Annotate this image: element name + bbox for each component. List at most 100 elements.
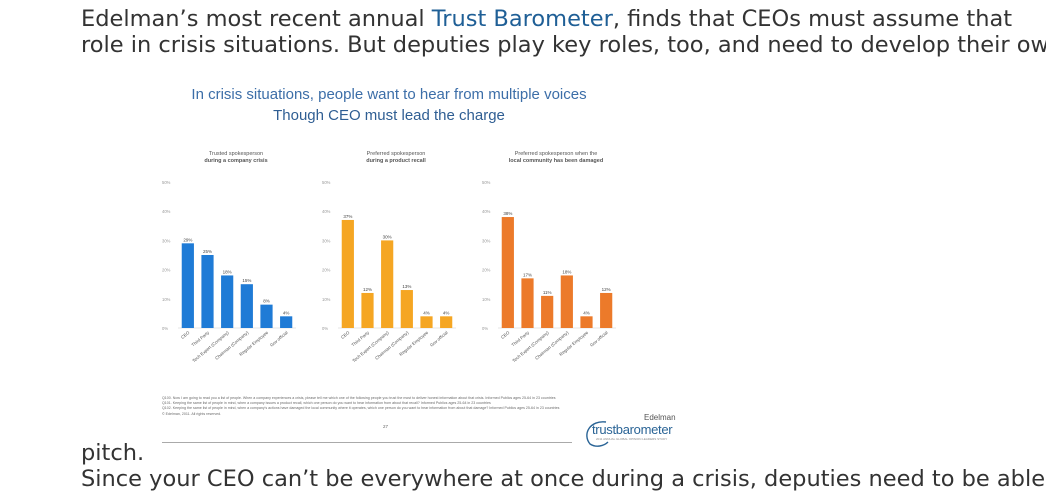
bar-third-party bbox=[201, 255, 214, 328]
y-tick-label: 30% bbox=[322, 238, 331, 243]
bar-tech-expert-company- bbox=[221, 275, 234, 328]
bar-regular-employee bbox=[420, 316, 433, 328]
bar-value-label: 38% bbox=[503, 211, 512, 216]
bar-chairman-company- bbox=[560, 275, 573, 328]
text-span: Edelman’s most recent annual bbox=[81, 6, 432, 32]
bar-ceo bbox=[181, 243, 194, 328]
chart-community-damaged: Preferred spokesperson when the local com… bbox=[478, 146, 628, 390]
bar-value-label: 4% bbox=[283, 310, 290, 315]
y-tick-label: 10% bbox=[482, 297, 491, 302]
slide-subtitle: Though CEO must lead the charge bbox=[273, 107, 505, 124]
bar-value-label: 29% bbox=[183, 237, 192, 242]
trust-barometer-logo: Edelman trustbarometer 2011 ANNUAL GLOBA… bbox=[580, 413, 692, 452]
bar-value-label: 17% bbox=[523, 272, 532, 277]
y-tick-label: 50% bbox=[162, 180, 171, 185]
y-tick-label: 20% bbox=[162, 268, 171, 273]
bar-gov-official bbox=[440, 316, 453, 328]
bar-chairman-company- bbox=[400, 290, 413, 328]
logo-edelman: Edelman bbox=[644, 413, 676, 422]
bar-value-label: 12% bbox=[602, 287, 611, 292]
x-category-label: Chairman (Company) bbox=[374, 330, 410, 361]
footnote: Q102. Keeping the same list of people in… bbox=[162, 406, 560, 411]
bar-value-label: 11% bbox=[543, 290, 552, 295]
bar-value-label: 13% bbox=[402, 284, 411, 289]
y-tick-label: 50% bbox=[482, 180, 491, 185]
y-tick-label: 0% bbox=[162, 326, 168, 331]
y-tick-label: 40% bbox=[322, 209, 331, 214]
bar-value-label: 12% bbox=[363, 287, 372, 292]
bar-regular-employee bbox=[580, 316, 593, 328]
bar-ceo bbox=[341, 219, 354, 328]
y-tick-label: 10% bbox=[162, 297, 171, 302]
y-tick-label: 40% bbox=[482, 209, 491, 214]
y-tick-label: 20% bbox=[322, 268, 331, 273]
y-tick-label: 0% bbox=[482, 326, 488, 331]
bar-regular-employee bbox=[260, 304, 273, 328]
slide-footnotes: Q100. Now I am going to read you a list … bbox=[162, 396, 562, 417]
chart-title-line: local community has been damaged bbox=[509, 158, 603, 164]
chart-title-line: Preferred spokesperson when the bbox=[515, 151, 598, 157]
bar-value-label: 30% bbox=[383, 234, 392, 239]
bar-value-label: 18% bbox=[562, 269, 571, 274]
y-tick-label: 10% bbox=[322, 297, 331, 302]
text-span: role in crisis situations. But deputies … bbox=[81, 32, 1046, 58]
article-paragraph-2: pitch. Since your CEO can’t be everywhere… bbox=[81, 440, 1045, 492]
y-tick-label: 0% bbox=[322, 326, 328, 331]
x-category-label: Tech Expert (Company) bbox=[511, 330, 550, 364]
bar-third-party bbox=[361, 292, 374, 328]
text-span: pitch. bbox=[81, 440, 145, 466]
logo-swoosh-icon bbox=[586, 421, 609, 447]
bar-tech-expert-company- bbox=[381, 240, 394, 328]
chart-title-line: during a product recall bbox=[366, 158, 426, 164]
chart-title-line: during a company crisis bbox=[204, 158, 267, 164]
footnote: © Edelman, 2011. All rights reserved. bbox=[162, 411, 222, 416]
footnote: Q100. Now I am going to read you a list … bbox=[162, 396, 556, 400]
bar-tech-expert-company- bbox=[541, 295, 554, 328]
chart-title-line: Preferred spokesperson bbox=[367, 151, 426, 157]
embedded-slide-image: In crisis situations, people want to hea… bbox=[150, 78, 676, 447]
bar-chairman-company- bbox=[240, 284, 253, 328]
logo-tagline: 2011 ANNUAL GLOBAL OPINION LEADERS STUDY bbox=[596, 437, 668, 441]
x-category-label: Gov official bbox=[429, 330, 449, 348]
bar-value-label: 8% bbox=[263, 299, 270, 304]
bar-value-label: 25% bbox=[203, 249, 212, 254]
x-category-label: Tech Expert (Company) bbox=[351, 330, 390, 364]
x-category-label: Gov official bbox=[269, 330, 289, 348]
chart-company-crisis: Trusted spokesperson during a company cri… bbox=[158, 146, 308, 390]
chart-product-recall: Preferred spokesperson during a product r… bbox=[318, 146, 468, 390]
text-span: Since your CEO can’t be everywhere at on… bbox=[81, 466, 1046, 492]
x-category-label: CEO bbox=[500, 330, 511, 340]
slide-page-number: 27 bbox=[383, 424, 389, 429]
bar-value-label: 18% bbox=[223, 269, 232, 274]
bar-value-label: 4% bbox=[583, 310, 590, 315]
footnote: Q101. Keeping the same list of people in… bbox=[162, 401, 491, 406]
trust-barometer-link[interactable]: Trust Barometer bbox=[431, 6, 613, 32]
bar-gov-official bbox=[280, 316, 293, 328]
x-category-label: Tech Expert (Company) bbox=[191, 330, 230, 364]
x-category-label: CEO bbox=[340, 330, 351, 340]
bar-ceo bbox=[501, 217, 514, 328]
bar-value-label: 4% bbox=[423, 310, 430, 315]
bar-value-label: 15% bbox=[242, 278, 251, 283]
y-tick-label: 50% bbox=[322, 180, 331, 185]
article-paragraph-1: Edelman’s most recent annual Trust Barom… bbox=[81, 6, 1046, 58]
y-tick-label: 40% bbox=[162, 209, 171, 214]
bar-gov-official bbox=[600, 292, 613, 328]
logo-trustbarometer: trustbarometer bbox=[592, 422, 673, 437]
text-span: , finds that CEOs must assume that bbox=[612, 6, 1013, 32]
bar-value-label: 4% bbox=[443, 310, 450, 315]
slide-divider bbox=[162, 442, 572, 443]
x-category-label: Gov official bbox=[589, 330, 609, 348]
y-tick-label: 30% bbox=[482, 238, 491, 243]
x-category-label: Chairman (Company) bbox=[214, 330, 250, 361]
bar-value-label: 37% bbox=[343, 214, 352, 219]
bar-third-party bbox=[521, 278, 534, 328]
slide-title: In crisis situations, people want to hea… bbox=[191, 86, 587, 103]
x-category-label: CEO bbox=[180, 330, 191, 340]
y-tick-label: 30% bbox=[162, 238, 171, 243]
y-tick-label: 20% bbox=[482, 268, 491, 273]
chart-title-line: Trusted spokesperson bbox=[209, 151, 263, 157]
